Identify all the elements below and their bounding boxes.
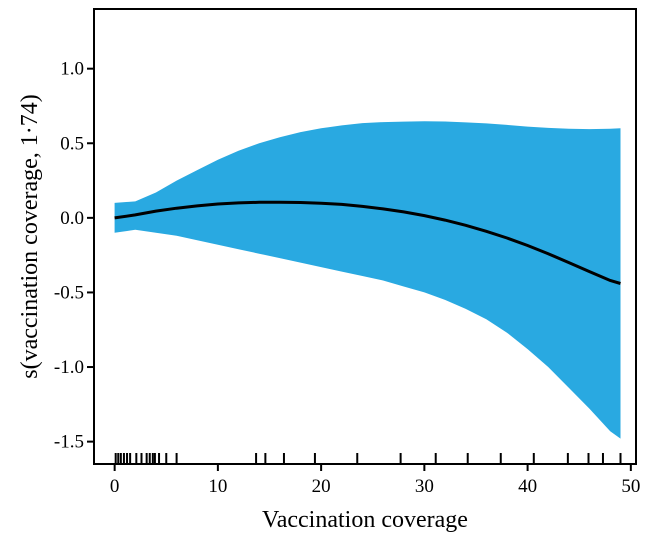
- x-tick-label: 10: [208, 476, 227, 497]
- y-tick-label: -1.5: [54, 432, 84, 453]
- x-tick-label: 0: [110, 476, 120, 497]
- y-tick-label: 1.0: [60, 59, 84, 80]
- x-axis-title: Vaccination coverage: [262, 507, 468, 533]
- x-tick-label: 30: [415, 476, 434, 497]
- x-tick-label: 40: [518, 476, 537, 497]
- x-tick-label: 50: [621, 476, 640, 497]
- y-tick-label: 0.0: [60, 208, 84, 229]
- x-tick-label: 20: [312, 476, 331, 497]
- smooth-fit-line: [114, 200, 621, 285]
- confidence-band: [114, 121, 621, 439]
- x-axis: 0 10 20 30 40 50: [110, 464, 640, 497]
- plot-frame: [93, 8, 637, 465]
- y-tick-label: -0.5: [54, 282, 84, 303]
- y-tick-label: -1.0: [54, 357, 84, 378]
- y-axis-title: s(vaccination coverage, 1·74): [17, 94, 43, 379]
- y-tick-label: 0.5: [60, 133, 84, 154]
- rug-marks: [114, 453, 622, 463]
- y-axis: -1.5 -1.0 -0.5 0.0 0.5 1.0: [54, 59, 94, 453]
